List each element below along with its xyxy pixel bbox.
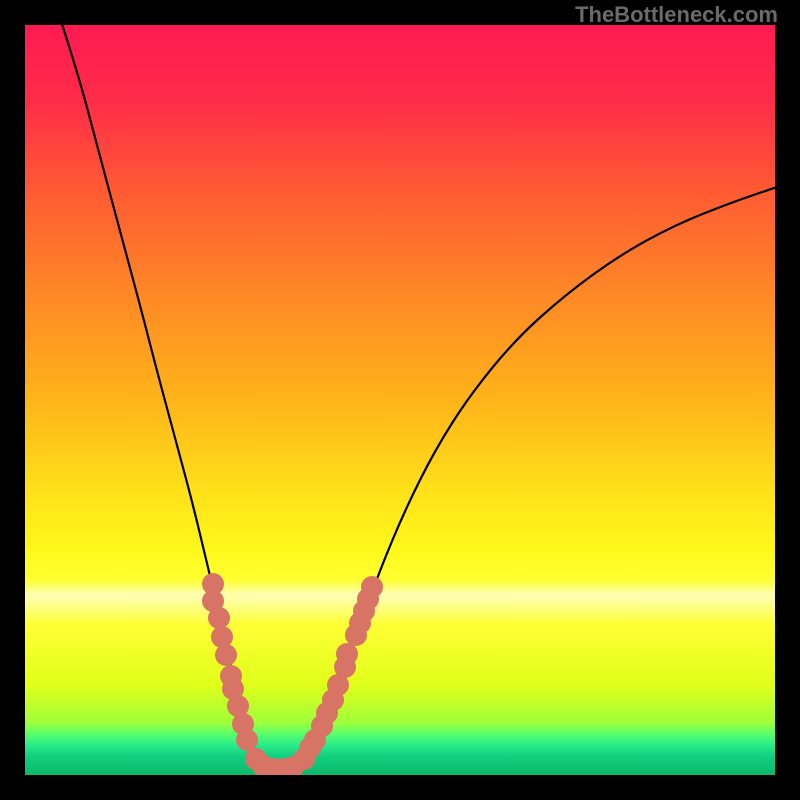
data-point [361, 576, 383, 598]
curve-left [59, 25, 280, 769]
data-point [208, 607, 230, 629]
data-point [236, 729, 258, 751]
data-point [215, 644, 237, 666]
chart-curves-layer [25, 25, 775, 775]
watermark-text: TheBottleneck.com [575, 2, 778, 28]
scatter-dots [202, 573, 383, 775]
chart-plot-area [25, 25, 775, 775]
curve-right [280, 187, 775, 769]
data-point [336, 643, 358, 665]
